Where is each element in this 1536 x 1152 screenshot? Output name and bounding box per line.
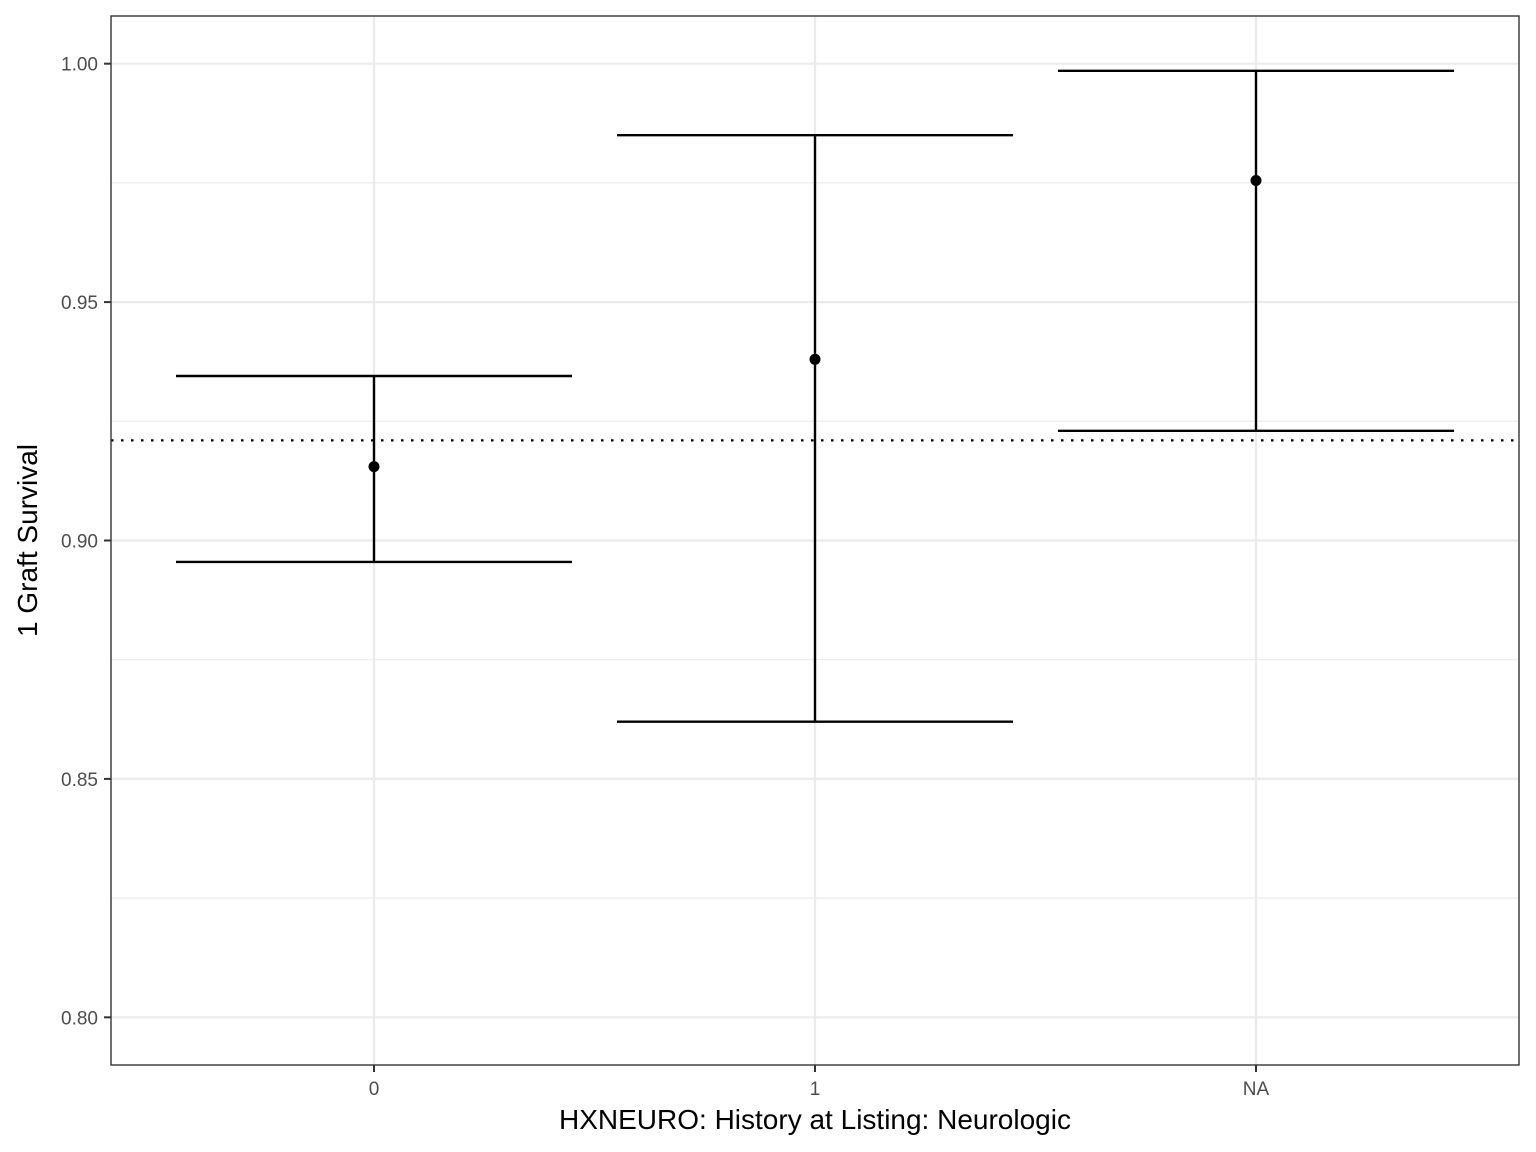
y-axis-title: 1 Graft Survival	[12, 444, 43, 637]
x-tick-label: 0	[369, 1079, 380, 1100]
marks	[176, 69, 1454, 723]
x-tick-label: 1	[810, 1079, 821, 1100]
estimate-point	[368, 461, 380, 473]
y-tick-label: 0.95	[61, 293, 98, 314]
x-axis-title: HXNEURO: History at Listing: Neurologic	[559, 1104, 1071, 1135]
y-tick-label: 0.90	[61, 532, 98, 553]
y-tick-label: 1.00	[61, 55, 98, 76]
axis-ticks	[104, 62, 1257, 1072]
x-tick-label: NA	[1243, 1079, 1270, 1100]
tick-labels: 0.80 0.85 0.90 0.95 1.00 0 1 NA	[61, 55, 1270, 1100]
estimate-point	[1250, 175, 1262, 187]
estimate-point	[809, 353, 821, 365]
y-tick-label: 0.80	[61, 1008, 98, 1029]
y-tick-label: 0.85	[61, 770, 98, 791]
